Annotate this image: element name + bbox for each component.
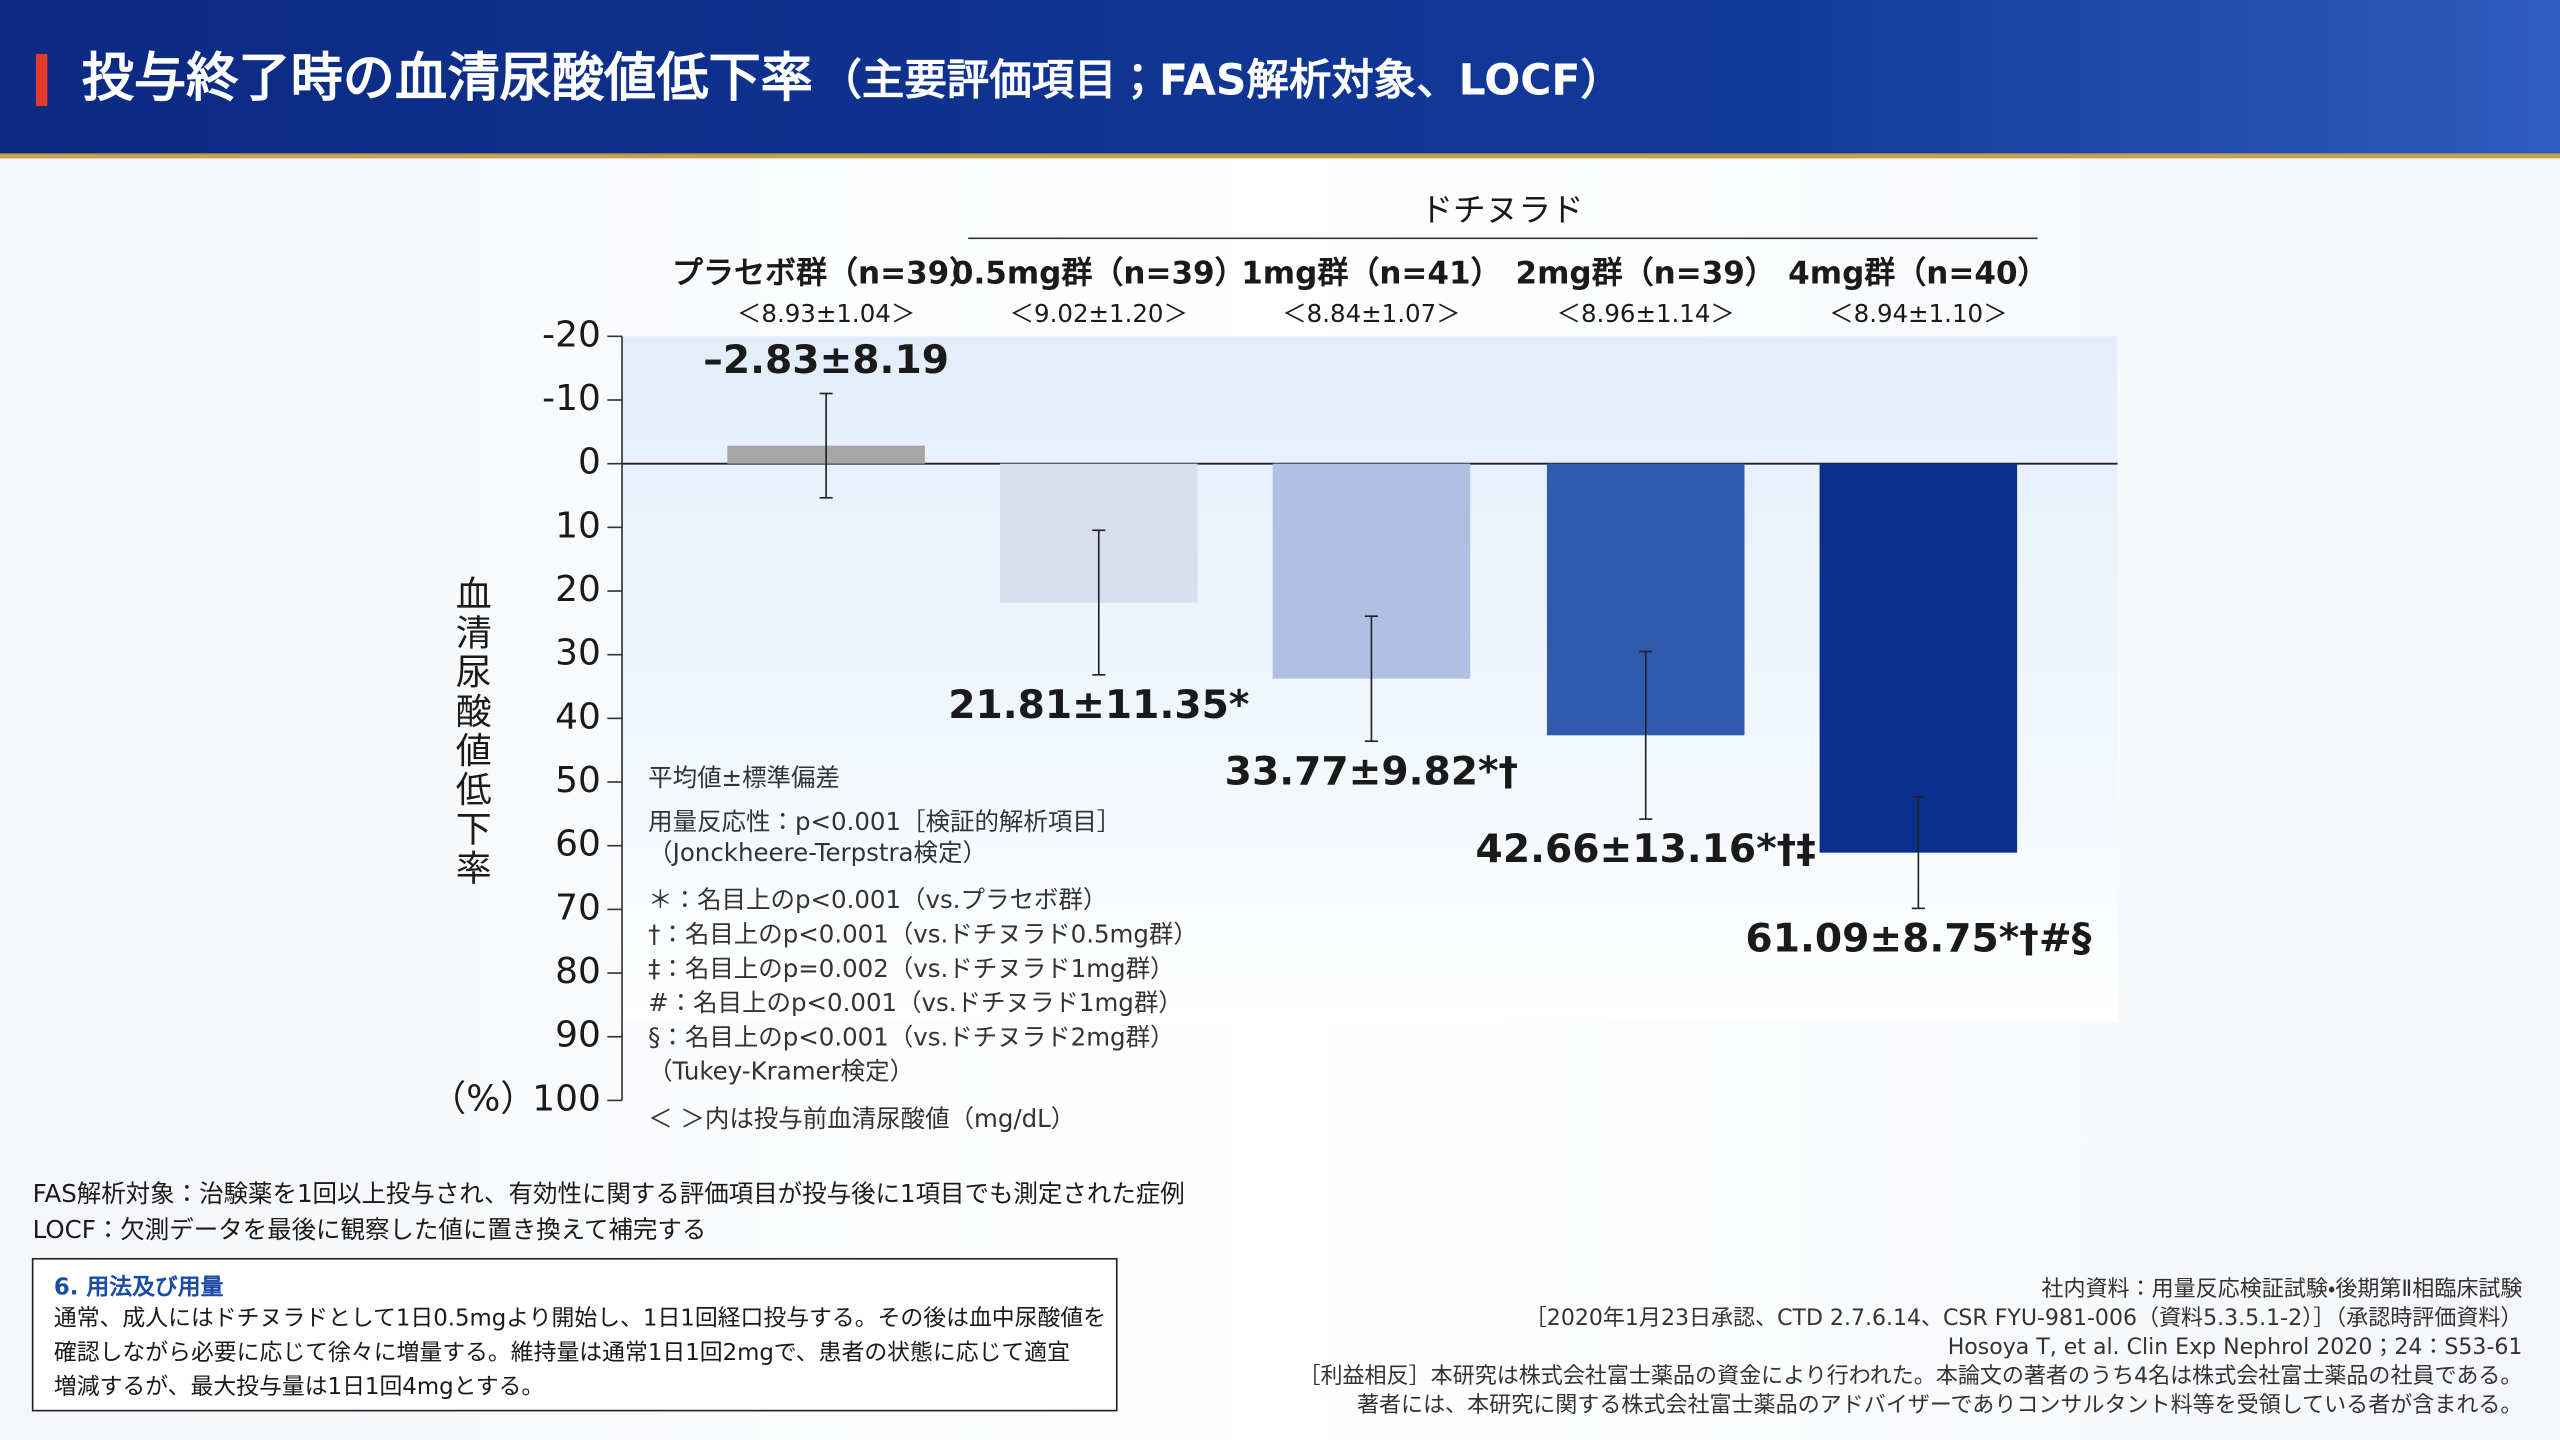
category-label: 2mg群（n=39）	[1516, 255, 1776, 291]
slide-subtitle: （主要評価項目；FAS解析対象、LOCF）	[819, 57, 1622, 106]
y-tick-label: 30	[555, 633, 601, 674]
source-line: ［2020年1月23日承認、CTD 2.7.6.14、CSR FYU-981-0…	[1525, 1306, 2523, 1331]
chart-note: #：名目上のp<0.001（vs.ドチヌラド1mg群）	[648, 988, 1183, 1017]
dosage-box	[31, 1257, 1118, 1412]
y-tick-label: 80	[555, 951, 601, 992]
slide-title: 投与終了時の血清尿酸値低下率	[82, 49, 813, 109]
bar	[1819, 463, 2018, 853]
chart-note: （Tukey-Kramer検定）	[648, 1057, 914, 1086]
y-tick-label: 60	[555, 824, 601, 865]
category-label: 1mg群（n=41）	[1241, 255, 1501, 291]
header-rule	[0, 153, 2560, 159]
value-label: 33.77±9.82*†	[1225, 749, 1518, 794]
y-tick-label: -10	[542, 378, 601, 419]
category-label: 4mg群（n=40）	[1788, 255, 2048, 291]
source-line: 著者には、本研究に関する株式会社富士薬品のアドバイザーでありコンサルタント料等を…	[1357, 1393, 2522, 1418]
chart-note: （Jonckheere-Terpstra検定）	[648, 838, 987, 867]
chart-note: 用量反応性：p<0.001［検証的解析項目］	[648, 807, 1121, 836]
y-unit: （%）	[430, 1078, 536, 1119]
dosage-title: 6. 用法及び用量	[54, 1275, 224, 1301]
source-line: 社内資料：用量反応検証試験・後期第Ⅱ相臨床試験	[2041, 1277, 2522, 1302]
chart-note: ＊：名目上のp<0.001（vs.プラセボ群）	[648, 885, 1107, 914]
baseline-label: ＜8.94±1.10＞	[1829, 299, 2007, 328]
y-tick-label: 90	[555, 1015, 601, 1056]
y-tick-label: 40	[555, 696, 601, 737]
footnote: FAS解析対象：治験薬を1回以上投与され、有効性に関する評価項目が投与後に1項目…	[33, 1179, 1185, 1208]
baseline-label: ＜8.96±1.14＞	[1557, 299, 1735, 328]
title-marker	[35, 53, 48, 107]
footnote: LOCF：欠測データを最後に観察した値に置き換えて補完する	[33, 1215, 707, 1244]
chart-note: 平均値±標準偏差	[648, 763, 840, 792]
category-label: 0.5mg群（n=39）	[952, 255, 1246, 291]
chart-note: ‡：名目上のp=0.002（vs.ドチヌラド1mg群）	[648, 954, 1174, 983]
value-label: 61.09±8.75*†#§	[1745, 917, 2091, 962]
value-label: –2.83±8.19	[703, 338, 949, 383]
y-tick-label: -20	[542, 314, 601, 355]
chart-note: ＜ ＞内は投与前血清尿酸値（mg/dL）	[648, 1104, 1075, 1133]
y-tick-label: 50	[555, 760, 601, 801]
y-tick-label: 20	[555, 569, 601, 610]
header-band	[0, 0, 2560, 154]
y-tick-label: 100	[532, 1078, 601, 1119]
dosage-line: 確認しながら必要に応じて徐々に増量する。維持量は通常1日1回2mgで、患者の状態…	[54, 1340, 1070, 1366]
baseline-label: ＜8.84±1.07＞	[1282, 299, 1460, 328]
category-label: プラセボ群（n=39）	[672, 255, 980, 291]
chart-note: §：名目上のp<0.001（vs.ドチヌラド2mg群）	[648, 1022, 1174, 1051]
value-label: 21.81±11.35*	[948, 683, 1249, 728]
group-label: ドチヌラド	[1420, 191, 1583, 229]
value-label: 42.66±13.16*†‡	[1476, 827, 1816, 872]
baseline-label: ＜8.93±1.04＞	[737, 299, 915, 328]
chart-note: †：名目上のp<0.001（vs.ドチヌラド0.5mg群）	[648, 920, 1198, 949]
source-line: Hosoya T, et al. Clin Exp Nephrol 2020；2…	[1948, 1335, 2523, 1360]
y-tick-label: 70	[555, 887, 601, 928]
dosage-line: 増減するが、最大投与量は1日1回4mgとする。	[54, 1374, 544, 1400]
baseline-label: ＜9.02±1.20＞	[1010, 299, 1188, 328]
y-tick-label: 10	[555, 505, 601, 546]
y-tick-label: 0	[578, 442, 601, 483]
y-axis-label: 血清尿酸値低下率	[450, 574, 492, 888]
source-line: ［利益相反］本研究は株式会社富士薬品の資金により行われた。本論文の著者のうち4名…	[1298, 1364, 2522, 1389]
dosage-line: 通常、成人にはドチヌラドとして1日0.5mgより開始し、1日1回経口投与する。そ…	[54, 1306, 1106, 1332]
